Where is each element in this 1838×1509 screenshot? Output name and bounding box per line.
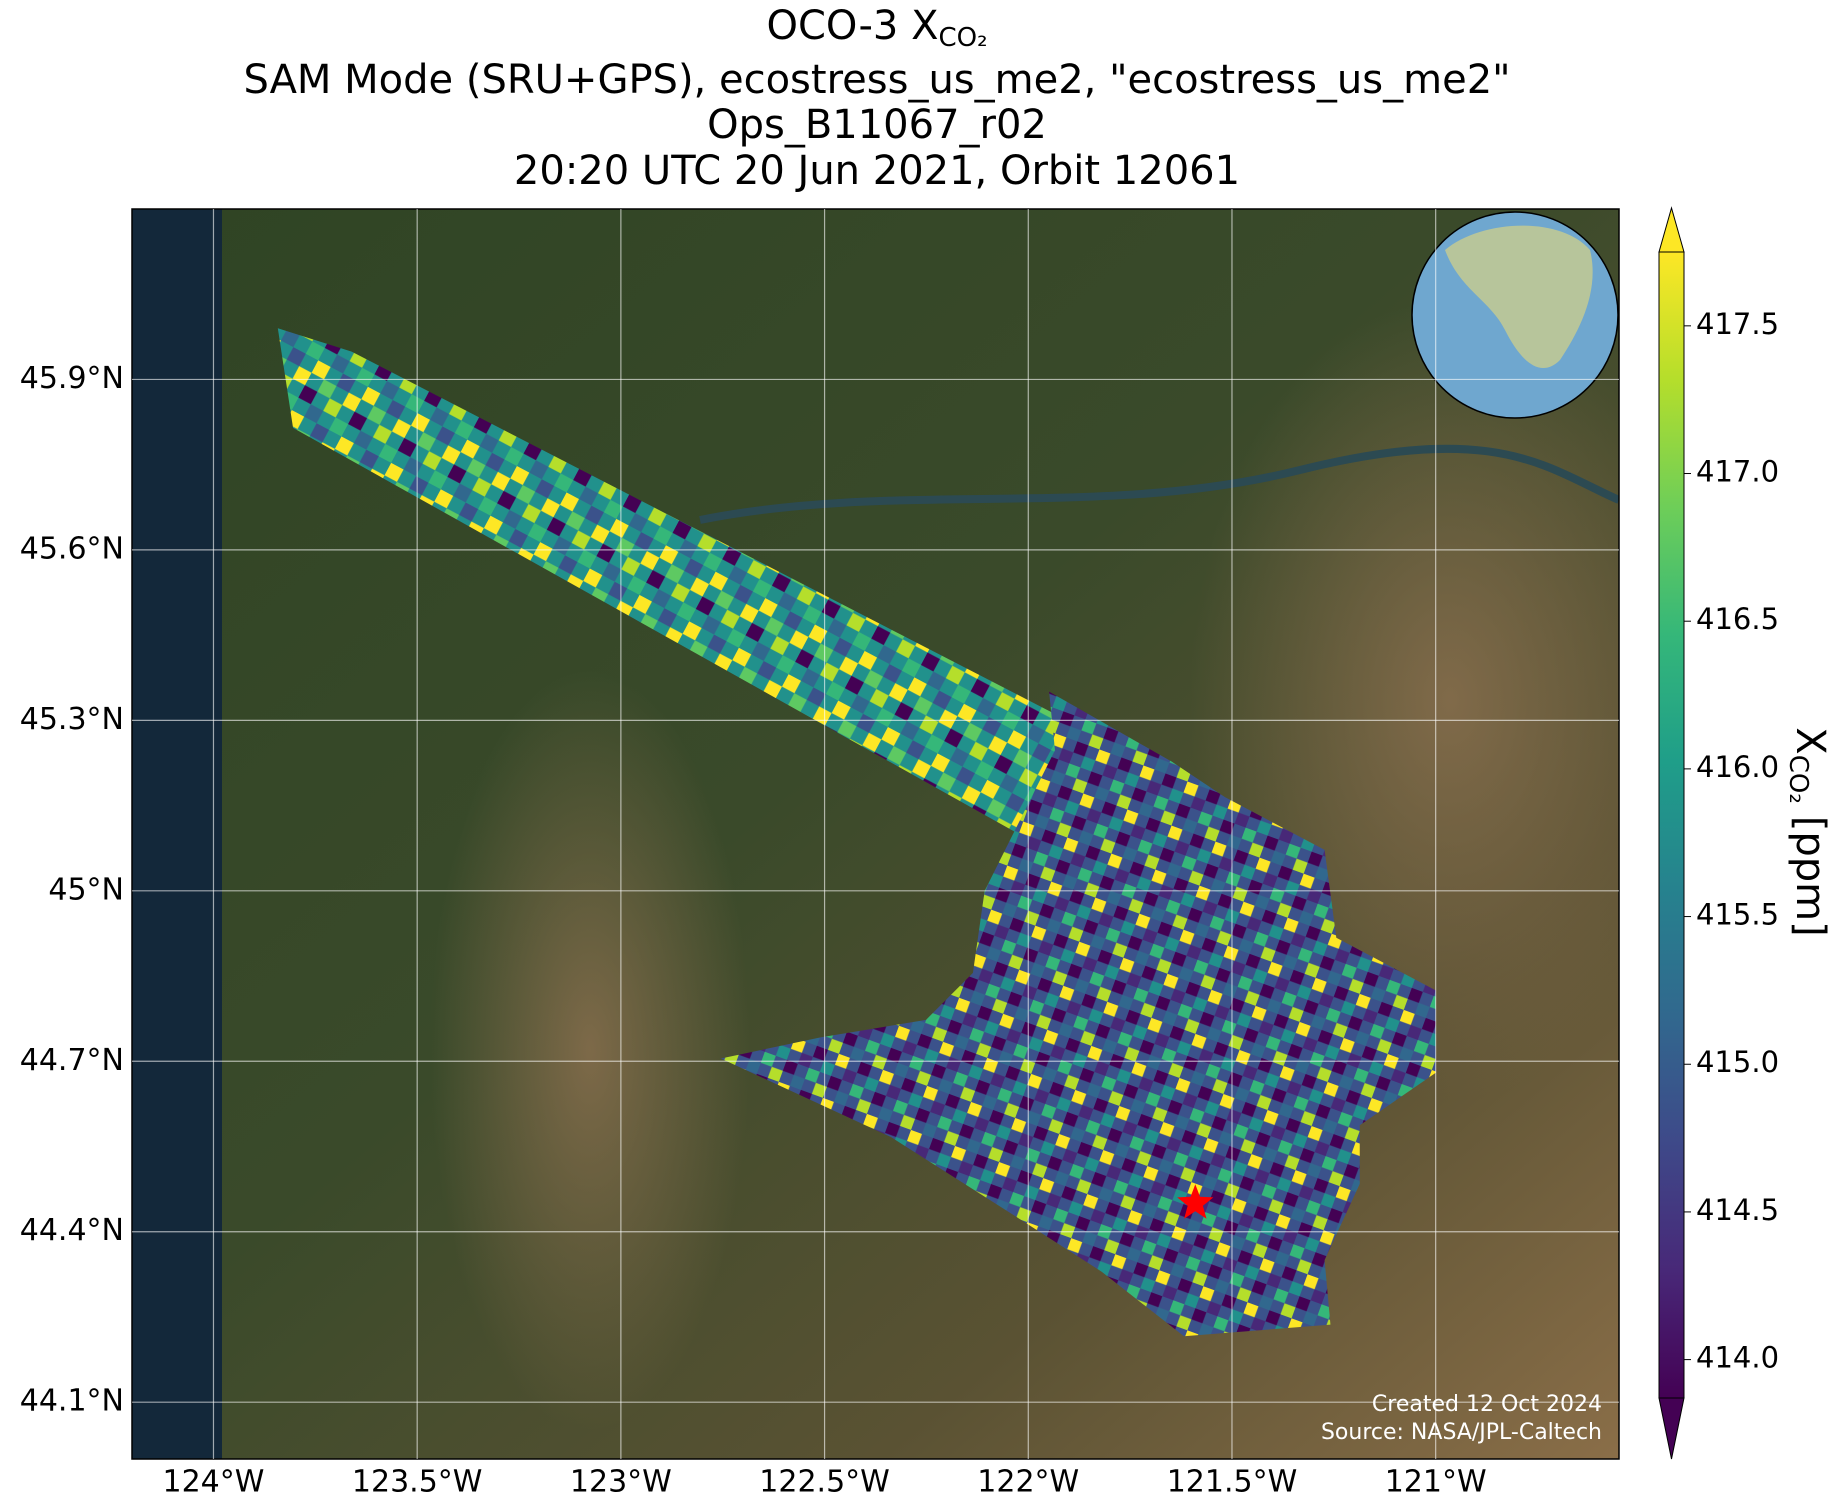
y-tick-label: 45.6°N <box>20 531 124 566</box>
colorbar-label: XCO₂[ppm] <box>1784 727 1834 936</box>
colorbar-extend-high <box>1658 206 1685 253</box>
x-tick-label: 123.5°W <box>352 1465 483 1500</box>
colorbar-tick-label: 414.5 <box>1696 1193 1779 1227</box>
colorbar-tick-label: 415.0 <box>1696 1045 1779 1079</box>
colorbar-tick-label: 417.0 <box>1696 455 1779 489</box>
subtitle: SAM Mode (SRU+GPS), ecostress_us_me2, "e… <box>243 57 1510 103</box>
y-tick-label: 44.1°N <box>20 1384 124 1419</box>
x-tick-label: 124°W <box>163 1465 265 1500</box>
y-tick-label: 45°N <box>48 872 124 907</box>
x-tick-label: 121.5°W <box>1167 1465 1298 1500</box>
subtitle: Ops_B11067_r02 <box>707 102 1047 148</box>
subtitle: 20:20 UTC 20 Jun 2021, Orbit 12061 <box>514 148 1240 194</box>
title: OCO-3 XCO₂ <box>766 3 987 53</box>
x-tick-label: 123°W <box>570 1465 672 1500</box>
colorbar-tick-label: 415.5 <box>1696 898 1779 932</box>
site-marker <box>1177 1184 1214 1219</box>
globe-inset <box>1411 211 1619 419</box>
y-tick-label: 45.9°N <box>20 361 124 396</box>
map-frame <box>131 208 1620 1460</box>
sounding-swath <box>277 328 1436 1337</box>
y-tick-label: 45.3°N <box>20 702 124 737</box>
credit: Source: NASA/JPL-Caltech <box>1321 1420 1602 1445</box>
colorbar <box>1658 251 1685 1399</box>
colorbar-tick-label: 417.5 <box>1696 307 1779 341</box>
x-tick-label: 122°W <box>977 1465 1079 1500</box>
colorbar-tick-label: 416.5 <box>1696 602 1779 636</box>
y-tick-label: 44.7°N <box>20 1043 124 1078</box>
colorbar-tick-label: 416.0 <box>1696 750 1779 784</box>
x-tick-label: 122.5°W <box>759 1465 890 1500</box>
colorbar-extend-low <box>1658 1397 1685 1460</box>
colorbar-tick-label: 414.0 <box>1696 1341 1779 1375</box>
credit: Created 12 Oct 2024 <box>1372 1392 1602 1417</box>
y-tick-label: 44.4°N <box>20 1213 124 1248</box>
x-tick-label: 121°W <box>1385 1465 1487 1500</box>
basemap <box>132 209 1619 1459</box>
